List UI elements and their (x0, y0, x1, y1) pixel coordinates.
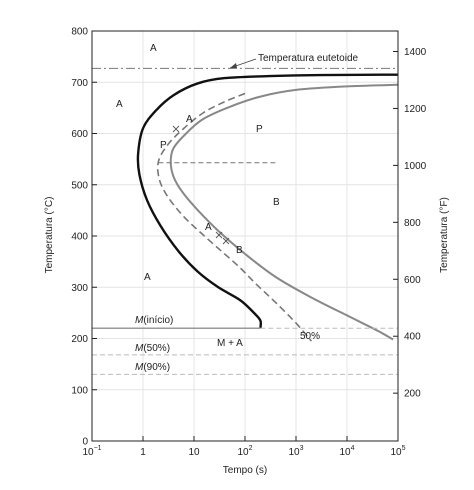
curve-end (169, 83, 398, 341)
m-90-label: M(90%) (135, 362, 170, 373)
x-tick-label-4: 103 (288, 445, 303, 458)
x-ticks: 10−1 1 10 102 103 104 105 (82, 436, 406, 458)
y2-tick-label-5: 1200 (404, 104, 427, 115)
x-tick-label-5: 104 (339, 445, 354, 458)
y2-tick-label-4: 1000 (404, 161, 427, 172)
curve-start (136, 73, 398, 329)
region-m-a: M + A (217, 338, 243, 349)
x-tick-label-1: 1 (140, 447, 146, 458)
region-a-left: A (116, 99, 123, 110)
y-tick-label-6: 600 (71, 129, 88, 140)
eutectoid-label: Temperatura eutetoide (258, 53, 359, 64)
y-tick-label-1: 100 (71, 385, 88, 396)
y-axis-label: Temperatura (°C) (44, 197, 55, 274)
y2-tick-label-0: 200 (404, 389, 421, 400)
y2-tick-label-2: 600 (404, 275, 421, 286)
x-axis-label: Tempo (s) (223, 465, 267, 476)
region-p-right: P (256, 124, 263, 135)
region-b-arrow: B (236, 245, 243, 256)
y2-tick-label-1: 400 (404, 332, 421, 343)
y2-tick-label-3: 800 (404, 218, 421, 229)
y-tick-label-5: 500 (71, 180, 88, 191)
region-a-top: A (150, 43, 157, 54)
arrow-markers (172, 125, 230, 245)
fifty-pct-label: 50% (300, 331, 320, 342)
region-p-inner: P (160, 140, 167, 151)
grid (91, 30, 399, 442)
y-tick-label-3: 300 (71, 283, 88, 294)
y-tick-label-4: 400 (71, 232, 88, 243)
eutectoid-arrowhead (230, 63, 237, 68)
m-50-label: M(50%) (135, 343, 170, 354)
y-tick-label-2: 200 (71, 334, 88, 345)
y-tick-label-0: 0 (82, 437, 88, 448)
x-tick-label-6: 105 (390, 445, 405, 458)
y2-axis-label: Temperatura (°F) (439, 197, 450, 273)
y2-tick-label-6: 1400 (404, 47, 427, 58)
hlines (92, 67, 398, 375)
region-b-right: B (273, 197, 280, 208)
y2-ticks: 200 400 600 800 1000 1200 1400 (393, 47, 427, 400)
curves (136, 73, 398, 342)
region-a-arrow-mid: A (205, 222, 212, 233)
y-tick-label-7: 700 (71, 78, 88, 89)
curve-fifty (156, 92, 313, 342)
y-tick-label-8: 800 (71, 27, 88, 38)
region-a-arrow-top: A (186, 114, 193, 125)
m-start-label: M(início) (135, 315, 173, 326)
x-tick-label-0: 10−1 (82, 445, 101, 458)
x-tick-label-3: 102 (237, 445, 252, 458)
region-a-low: A (144, 272, 151, 283)
x-tick-label-2: 10 (188, 447, 200, 458)
y-ticks: 0 100 200 300 400 500 600 700 800 (71, 27, 97, 448)
